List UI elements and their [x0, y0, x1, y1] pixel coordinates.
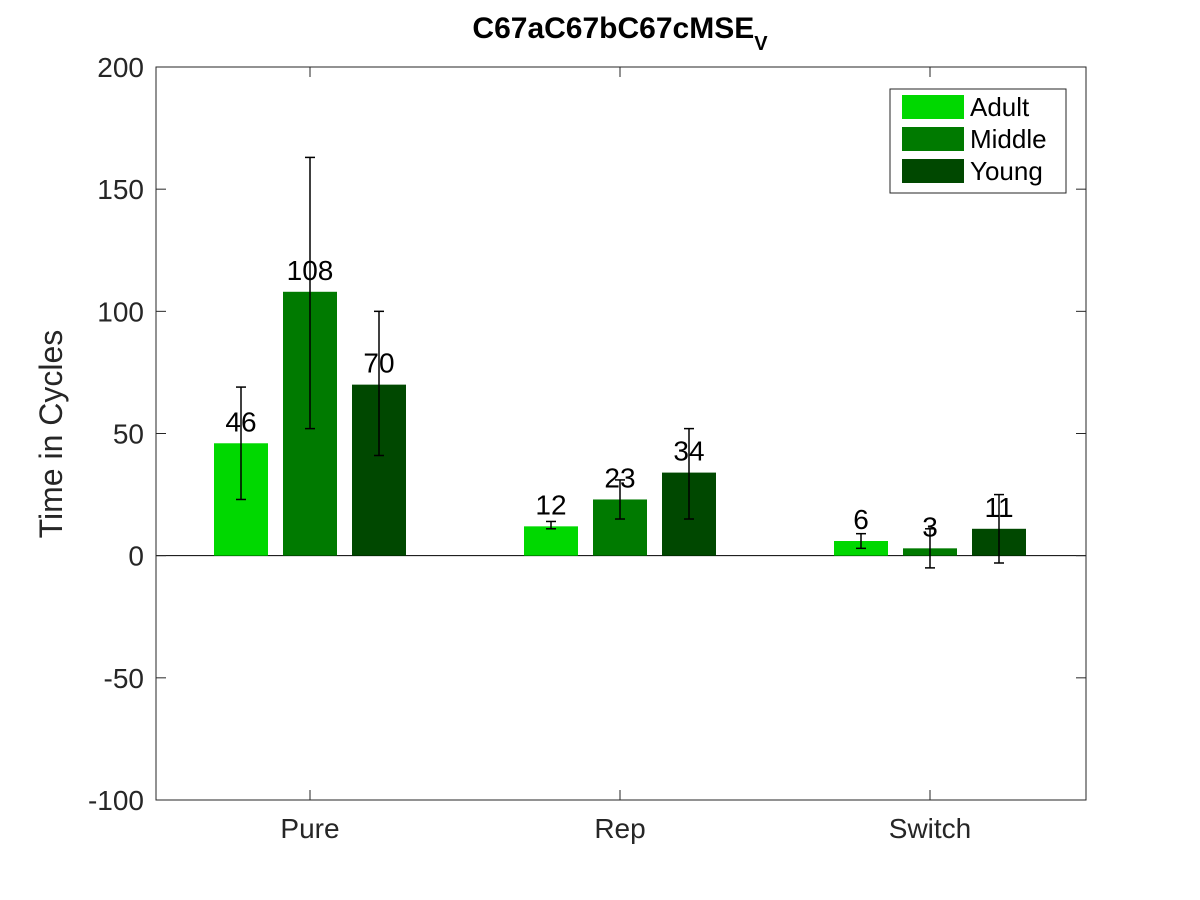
error-bar-young-rep: [684, 427, 694, 520]
data-label-middle-switch: 3: [922, 511, 938, 542]
error-bar-young-switch: [994, 493, 1004, 564]
legend-label-adult: Adult: [970, 92, 1030, 122]
bar-adult-rep: [524, 526, 578, 556]
legend-swatch-middle: [902, 127, 964, 151]
legend-label-middle: Middle: [970, 124, 1047, 154]
data-label-young-rep: 34: [673, 436, 704, 467]
y-axis-label: Time in Cycles: [33, 330, 69, 539]
error-bar-middle-rep: [615, 479, 625, 520]
error-bar-adult-rep: [546, 520, 556, 530]
error-bar-middle-pure: [305, 156, 315, 430]
error-bar-middle-switch: [925, 528, 935, 569]
data-label-adult-pure: 46: [225, 406, 256, 437]
error-bar-young-pure: [374, 310, 384, 457]
data-label-middle-pure: 108: [287, 255, 334, 286]
error-bar-adult-switch: [856, 532, 866, 550]
data-label-young-switch: 11: [984, 492, 1013, 523]
legend-label-young: Young: [970, 156, 1043, 186]
y-tick-label: 50: [113, 419, 144, 450]
y-tick-label: 100: [97, 296, 144, 327]
y-tick-label: 150: [97, 174, 144, 205]
y-tick-label: 200: [97, 52, 144, 83]
chart-title: C67aC67bC67cMSEV: [472, 12, 768, 55]
legend-swatch-adult: [902, 95, 964, 119]
data-label-middle-rep: 23: [604, 462, 635, 493]
chart-title-main: C67aC67bC67cMSE: [472, 12, 754, 45]
y-tick-label: -50: [104, 663, 144, 694]
y-tick-label: 0: [128, 541, 144, 572]
x-tick-label-switch: Switch: [889, 813, 971, 844]
chart-title-subscript: V: [754, 33, 768, 55]
y-tick-label: -100: [88, 785, 144, 816]
data-label-adult-switch: 6: [853, 504, 869, 535]
x-tick-label-rep: Rep: [594, 813, 645, 844]
data-label-adult-rep: 12: [535, 489, 566, 520]
data-label-young-pure: 70: [363, 348, 394, 379]
x-tick-label-pure: Pure: [280, 813, 339, 844]
error-bar-adult-pure: [236, 386, 246, 501]
legend-swatch-young: [902, 159, 964, 183]
